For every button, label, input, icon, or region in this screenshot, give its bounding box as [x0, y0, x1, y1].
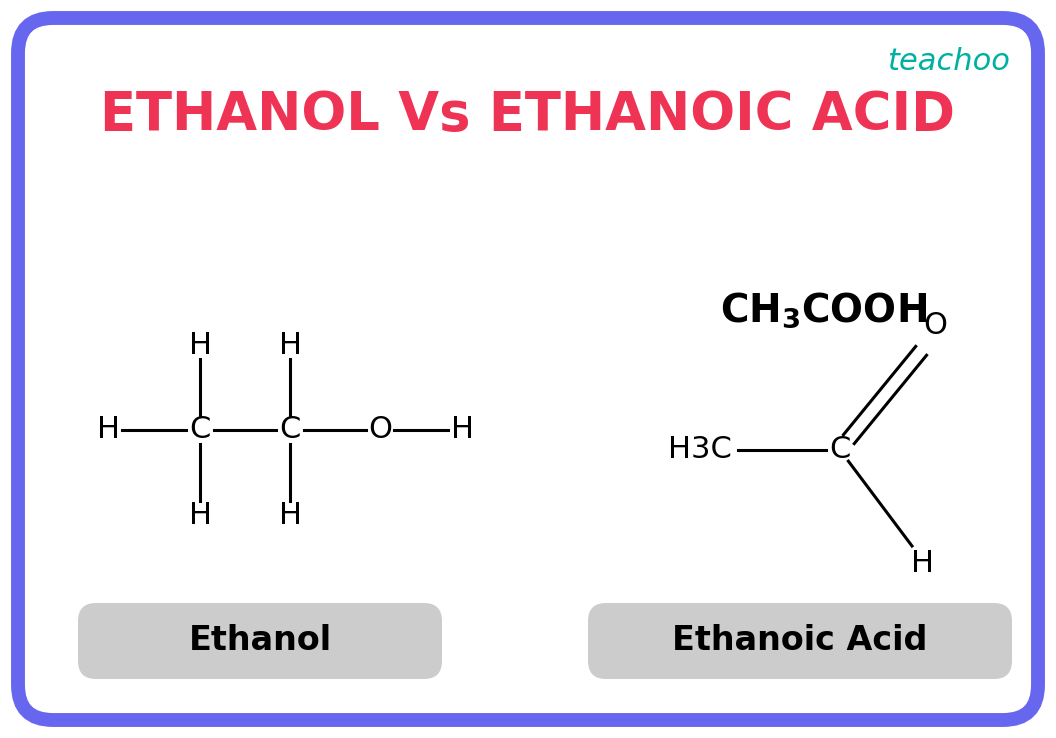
Text: H: H: [451, 415, 473, 444]
Text: Ethanol: Ethanol: [188, 624, 332, 658]
Text: H: H: [279, 500, 302, 529]
Text: H: H: [189, 500, 211, 529]
Text: H: H: [96, 415, 119, 444]
FancyBboxPatch shape: [588, 603, 1012, 679]
Text: H3C: H3C: [668, 435, 732, 464]
Text: teachoo: teachoo: [887, 47, 1010, 77]
Text: C: C: [189, 415, 211, 444]
Text: C: C: [280, 415, 301, 444]
Text: Ethanoic Acid: Ethanoic Acid: [673, 624, 927, 658]
Text: H: H: [279, 331, 302, 359]
Text: ETHANOL Vs ETHANOIC ACID: ETHANOL Vs ETHANOIC ACID: [100, 89, 956, 141]
Text: H: H: [911, 550, 935, 579]
Text: $\mathbf{CH_3COOH}$: $\mathbf{CH_3COOH}$: [720, 290, 927, 330]
FancyBboxPatch shape: [78, 603, 442, 679]
Text: H: H: [189, 331, 211, 359]
Text: O: O: [923, 311, 947, 340]
Text: C: C: [829, 435, 851, 464]
FancyBboxPatch shape: [18, 18, 1038, 720]
Text: O: O: [367, 415, 392, 444]
